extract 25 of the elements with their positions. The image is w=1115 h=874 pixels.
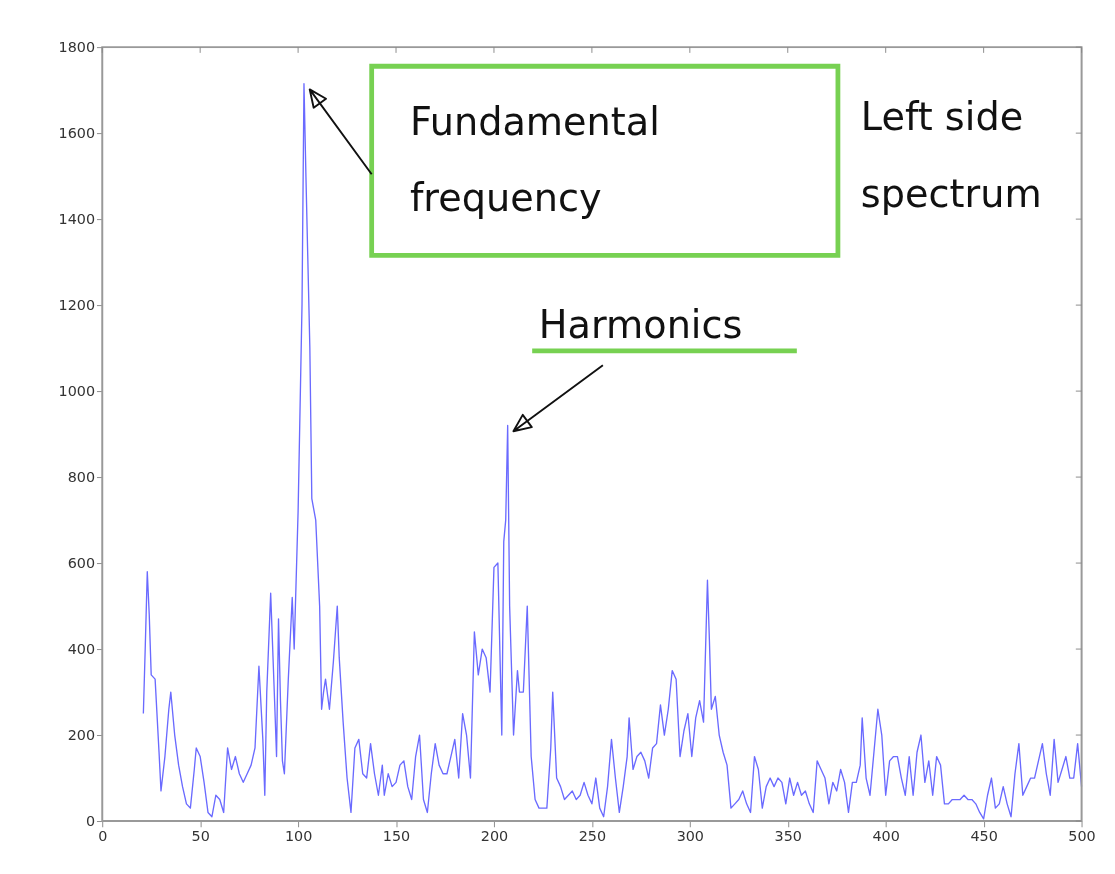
y-tick-label: 400	[67, 641, 96, 658]
y-tick-label: 1800	[58, 39, 96, 56]
x-tick-label: 0	[98, 827, 108, 844]
y-tick-label: 1400	[58, 211, 96, 228]
x-tick-label: 150	[382, 827, 411, 844]
x-tick-label: 50	[191, 827, 210, 844]
y-tick-label: 200	[67, 727, 96, 744]
y-tick-label: 800	[67, 469, 96, 486]
annotation: Fundamental frequency	[409, 100, 660, 221]
line-series	[142, 83, 1083, 820]
x-tick-label: 100	[284, 827, 313, 844]
x-tick-label: 350	[774, 827, 802, 844]
y-tick-label: 0	[85, 813, 96, 830]
annotation: Harmonics	[538, 302, 743, 347]
x-tick-label: 500	[1068, 827, 1096, 844]
y-tick-label: 1600	[58, 125, 96, 142]
x-tick-label: 400	[872, 827, 900, 844]
x-tick-label: 200	[480, 827, 509, 844]
x-tick-label: 300	[676, 827, 704, 844]
annotation: Left side spectrum	[860, 95, 1042, 216]
x-tick-label: 250	[578, 827, 607, 844]
y-tick-label: 1200	[58, 297, 96, 314]
y-tick-label: 1000	[58, 383, 96, 400]
x-tick-label: 450	[970, 827, 998, 844]
y-tick-label: 600	[67, 555, 96, 572]
